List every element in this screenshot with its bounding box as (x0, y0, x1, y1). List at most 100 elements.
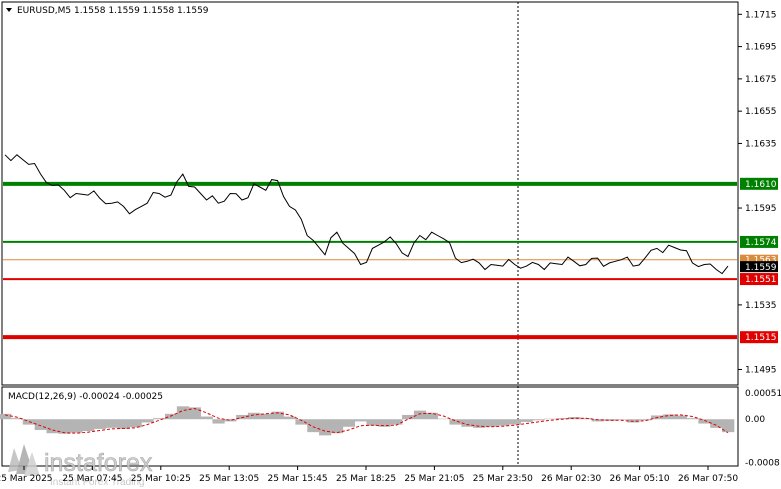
triangle-down-icon[interactable] (6, 8, 12, 12)
macd-title: MACD(12,26,9) -0.00024 -0.00025 (8, 392, 163, 402)
macd-bar (307, 419, 320, 433)
time-tick-label: 25 Mar 18:25 (336, 474, 396, 484)
price-tick-label: 1.1535 (745, 301, 777, 311)
macd-bar (520, 419, 533, 422)
time-tick-label: 26 Mar 05:10 (610, 474, 670, 484)
time-axis: 25 Mar 2025 25 Mar 07:45 25 Mar 10:25 25 Ma… (0, 466, 738, 484)
macd-bar (176, 406, 190, 420)
macd-bar (496, 419, 510, 426)
macd-bar (532, 419, 545, 421)
macd-bar (449, 419, 462, 425)
time-tick-label: 26 Mar 07:50 (678, 474, 738, 484)
levels-layer: 1.1610 1.1574 1.1551 1.1515 1.1563 (3, 177, 778, 344)
sell-level-lower-label: 1.1515 (745, 333, 777, 343)
macd-bar (366, 419, 379, 426)
macd-bar (662, 414, 676, 420)
price-tick-label: 1.1695 (745, 43, 777, 53)
macd-bar (0, 413, 12, 420)
macd-bar (105, 419, 118, 428)
current-price-marker: 1.1559 (740, 261, 778, 273)
bid-badge (740, 254, 778, 265)
macd-bar (271, 411, 284, 420)
macd-bar (247, 412, 261, 420)
macd-bar (437, 418, 450, 420)
macd-bar (722, 419, 735, 433)
macd-bar (46, 419, 59, 434)
buy-level-upper-badge (740, 177, 778, 190)
time-tick-label: 25 Mar 21:05 (404, 474, 464, 484)
price-scale: 1.1715 1.1695 1.1675 1.1655 1.1635 1.1595 1.15… (738, 10, 777, 375)
macd-bar (58, 419, 71, 434)
macd-bar (342, 419, 356, 427)
time-tick-label: 25 Mar 13:05 (199, 474, 259, 484)
macd-tick-label: -0.0008 (745, 458, 780, 468)
macd-bar (330, 419, 344, 434)
macd-bar (283, 416, 296, 420)
macd-bar (627, 419, 640, 423)
price-line (4, 154, 729, 275)
price-tick-label: 1.1595 (745, 204, 777, 214)
macd-bar (10, 418, 24, 420)
sell-level-lower-badge (740, 331, 778, 344)
macd-scale: 0.00051 0.00 -0.0008 (745, 389, 781, 468)
instaforex-logo-icon (8, 444, 40, 476)
macd-bar (93, 419, 107, 429)
time-tick-label: 26 Mar 02:30 (541, 474, 601, 484)
current-price-label: 1.1559 (745, 263, 777, 273)
watermark-brand: instaforex (44, 449, 153, 477)
price-tick-label: 1.1655 (745, 107, 777, 117)
macd-bar (354, 419, 367, 422)
macd-bar (70, 419, 83, 433)
time-tick-label: 25 Mar 2025 (0, 474, 53, 484)
macd-bar (165, 413, 178, 420)
macd-bar (295, 419, 308, 425)
watermark-tagline: Instant Forex Trading (50, 477, 145, 488)
time-tick-label: 25 Mar 15:45 (268, 474, 328, 484)
macd-bar (259, 413, 273, 420)
macd-bar (461, 419, 474, 427)
macd-tick-label: 0.00051 (745, 389, 781, 399)
macd-bar (698, 419, 711, 424)
macd-bar (153, 418, 166, 420)
sell-level-upper-badge (740, 273, 778, 286)
macd-bar (200, 416, 213, 420)
macd-bar (82, 419, 95, 432)
bid-label: 1.1563 (745, 256, 777, 266)
price-tick-label: 1.1715 (745, 10, 777, 20)
macd-signal-line (4, 407, 729, 434)
macd-bar (639, 419, 652, 421)
macd-bar (402, 414, 415, 420)
macd-bar (224, 419, 237, 422)
macd-bar (212, 419, 225, 424)
macd-bar (188, 407, 201, 420)
price-tick-label: 1.1635 (745, 139, 777, 149)
macd-bar (508, 419, 521, 425)
macd-bar (544, 418, 557, 420)
macd-bar (473, 419, 486, 428)
macd-bar (413, 410, 427, 420)
chart-header[interactable]: EURUSD,M5 1.1558 1.1559 1.1558 1.1559 (6, 6, 209, 16)
macd-bar (129, 419, 142, 428)
sell-level-upper-label: 1.1551 (745, 275, 777, 285)
buy-level-lower-badge (740, 235, 778, 248)
macd-bar (390, 419, 403, 425)
watermark: instaforex Instant Forex Trading (8, 444, 153, 488)
buy-level-lower-label: 1.1574 (745, 238, 777, 248)
macd-bar (710, 419, 723, 428)
macd-bar (319, 419, 332, 436)
time-tick-label: 25 Mar 07:45 (62, 474, 122, 484)
macd-bar (615, 419, 628, 420)
time-tick-label: 25 Mar 10:25 (131, 474, 191, 484)
macd-bar (567, 417, 581, 420)
macd-bar (117, 419, 130, 429)
macd-bar (378, 419, 391, 427)
macd-bar (674, 415, 687, 420)
macd-bar (141, 419, 154, 423)
price-tick-label: 1.1675 (745, 75, 777, 85)
macd-tick-label: 0.00 (745, 415, 765, 425)
macd-bar (425, 412, 439, 420)
time-tick-label: 25 Mar 23:50 (473, 474, 533, 484)
macd-bar (485, 419, 498, 427)
price-tick-label: 1.1495 (745, 365, 777, 375)
